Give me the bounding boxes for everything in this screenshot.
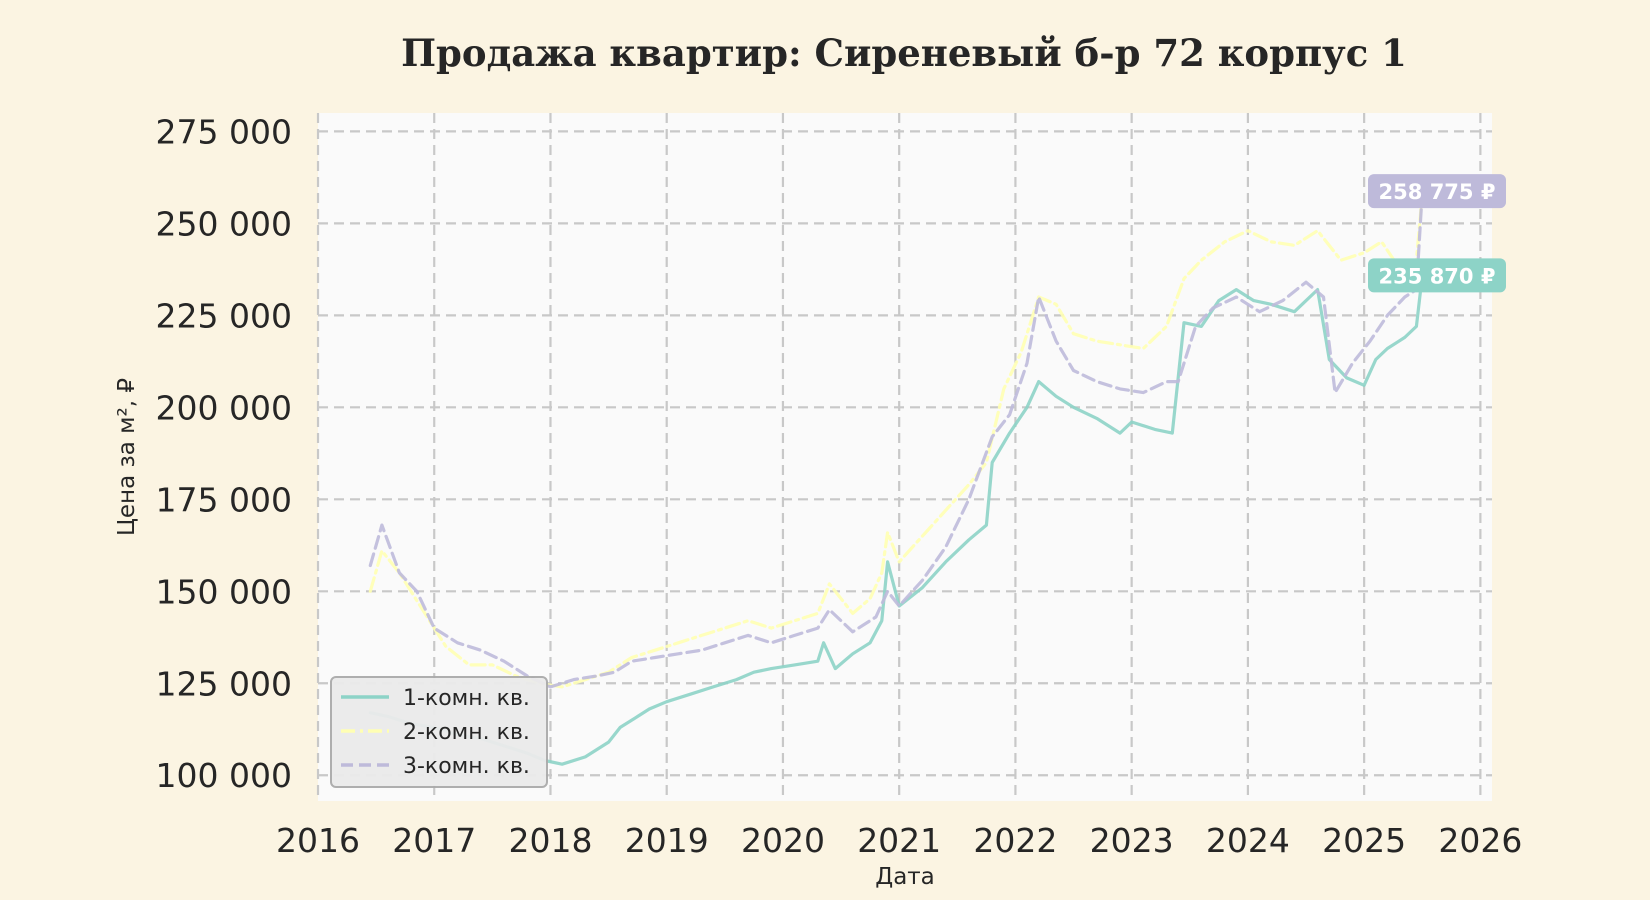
chart-title: Продажа квартир: Сиреневый б-р 72 корпус… [401,31,1407,75]
x-tick-label: 2022 [973,821,1057,860]
end-label-text-3: 258 775 ₽ [1379,180,1496,204]
y-tick-label: 225 000 [156,296,292,335]
y-tick-label: 100 000 [156,756,292,795]
series-line-1 [368,273,1424,766]
end-label-text-1: 235 870 ₽ [1379,264,1496,288]
end-label-badge-3 [1368,174,1506,209]
x-axis: 2016 2017 2018 2019 2020 2021 2022 2023 2024 2025… [276,821,1522,860]
x-tick-label: 2023 [1090,821,1174,860]
x-tick-label: 2025 [1322,821,1406,860]
x-tick-label: 2019 [625,821,709,860]
legend-box [330,676,548,788]
x-tick-label: 2020 [741,821,825,860]
x-tick-label: 2018 [508,821,592,860]
end-labels: 235 870 ₽ 258 775 ₽ [1368,174,1506,293]
end-label-badge-1 [1368,258,1506,293]
series-layer [368,189,1424,766]
y-tick-label: 275 000 [156,112,292,151]
legend: 1-комн. кв. 2-комн. кв. 3-комн. кв. [330,676,548,788]
legend-label-3: 3-комн. кв. [403,754,530,779]
legend-label-2: 2-комн. кв. [403,720,530,745]
y-axis-title: Цена за м², ₽ [114,378,140,536]
legend-label-1: 1-комн. кв. [403,686,530,711]
y-tick-label: 250 000 [156,204,292,243]
y-axis: 100 000 125 000 150 000 175 000 200 000 225 0… [156,112,292,795]
y-tick-label: 200 000 [156,388,292,427]
y-tick-label: 150 000 [156,572,292,611]
series-line-3 [368,189,1424,689]
x-axis-title: Дата [875,864,935,890]
y-tick-label: 125 000 [156,664,292,703]
x-tick-label: 2021 [857,821,941,860]
x-tick-label: 2026 [1438,821,1522,860]
x-tick-label: 2016 [276,821,360,860]
x-tick-label: 2017 [392,821,476,860]
y-tick-label: 175 000 [156,480,292,519]
x-tick-label: 2024 [1206,821,1290,860]
